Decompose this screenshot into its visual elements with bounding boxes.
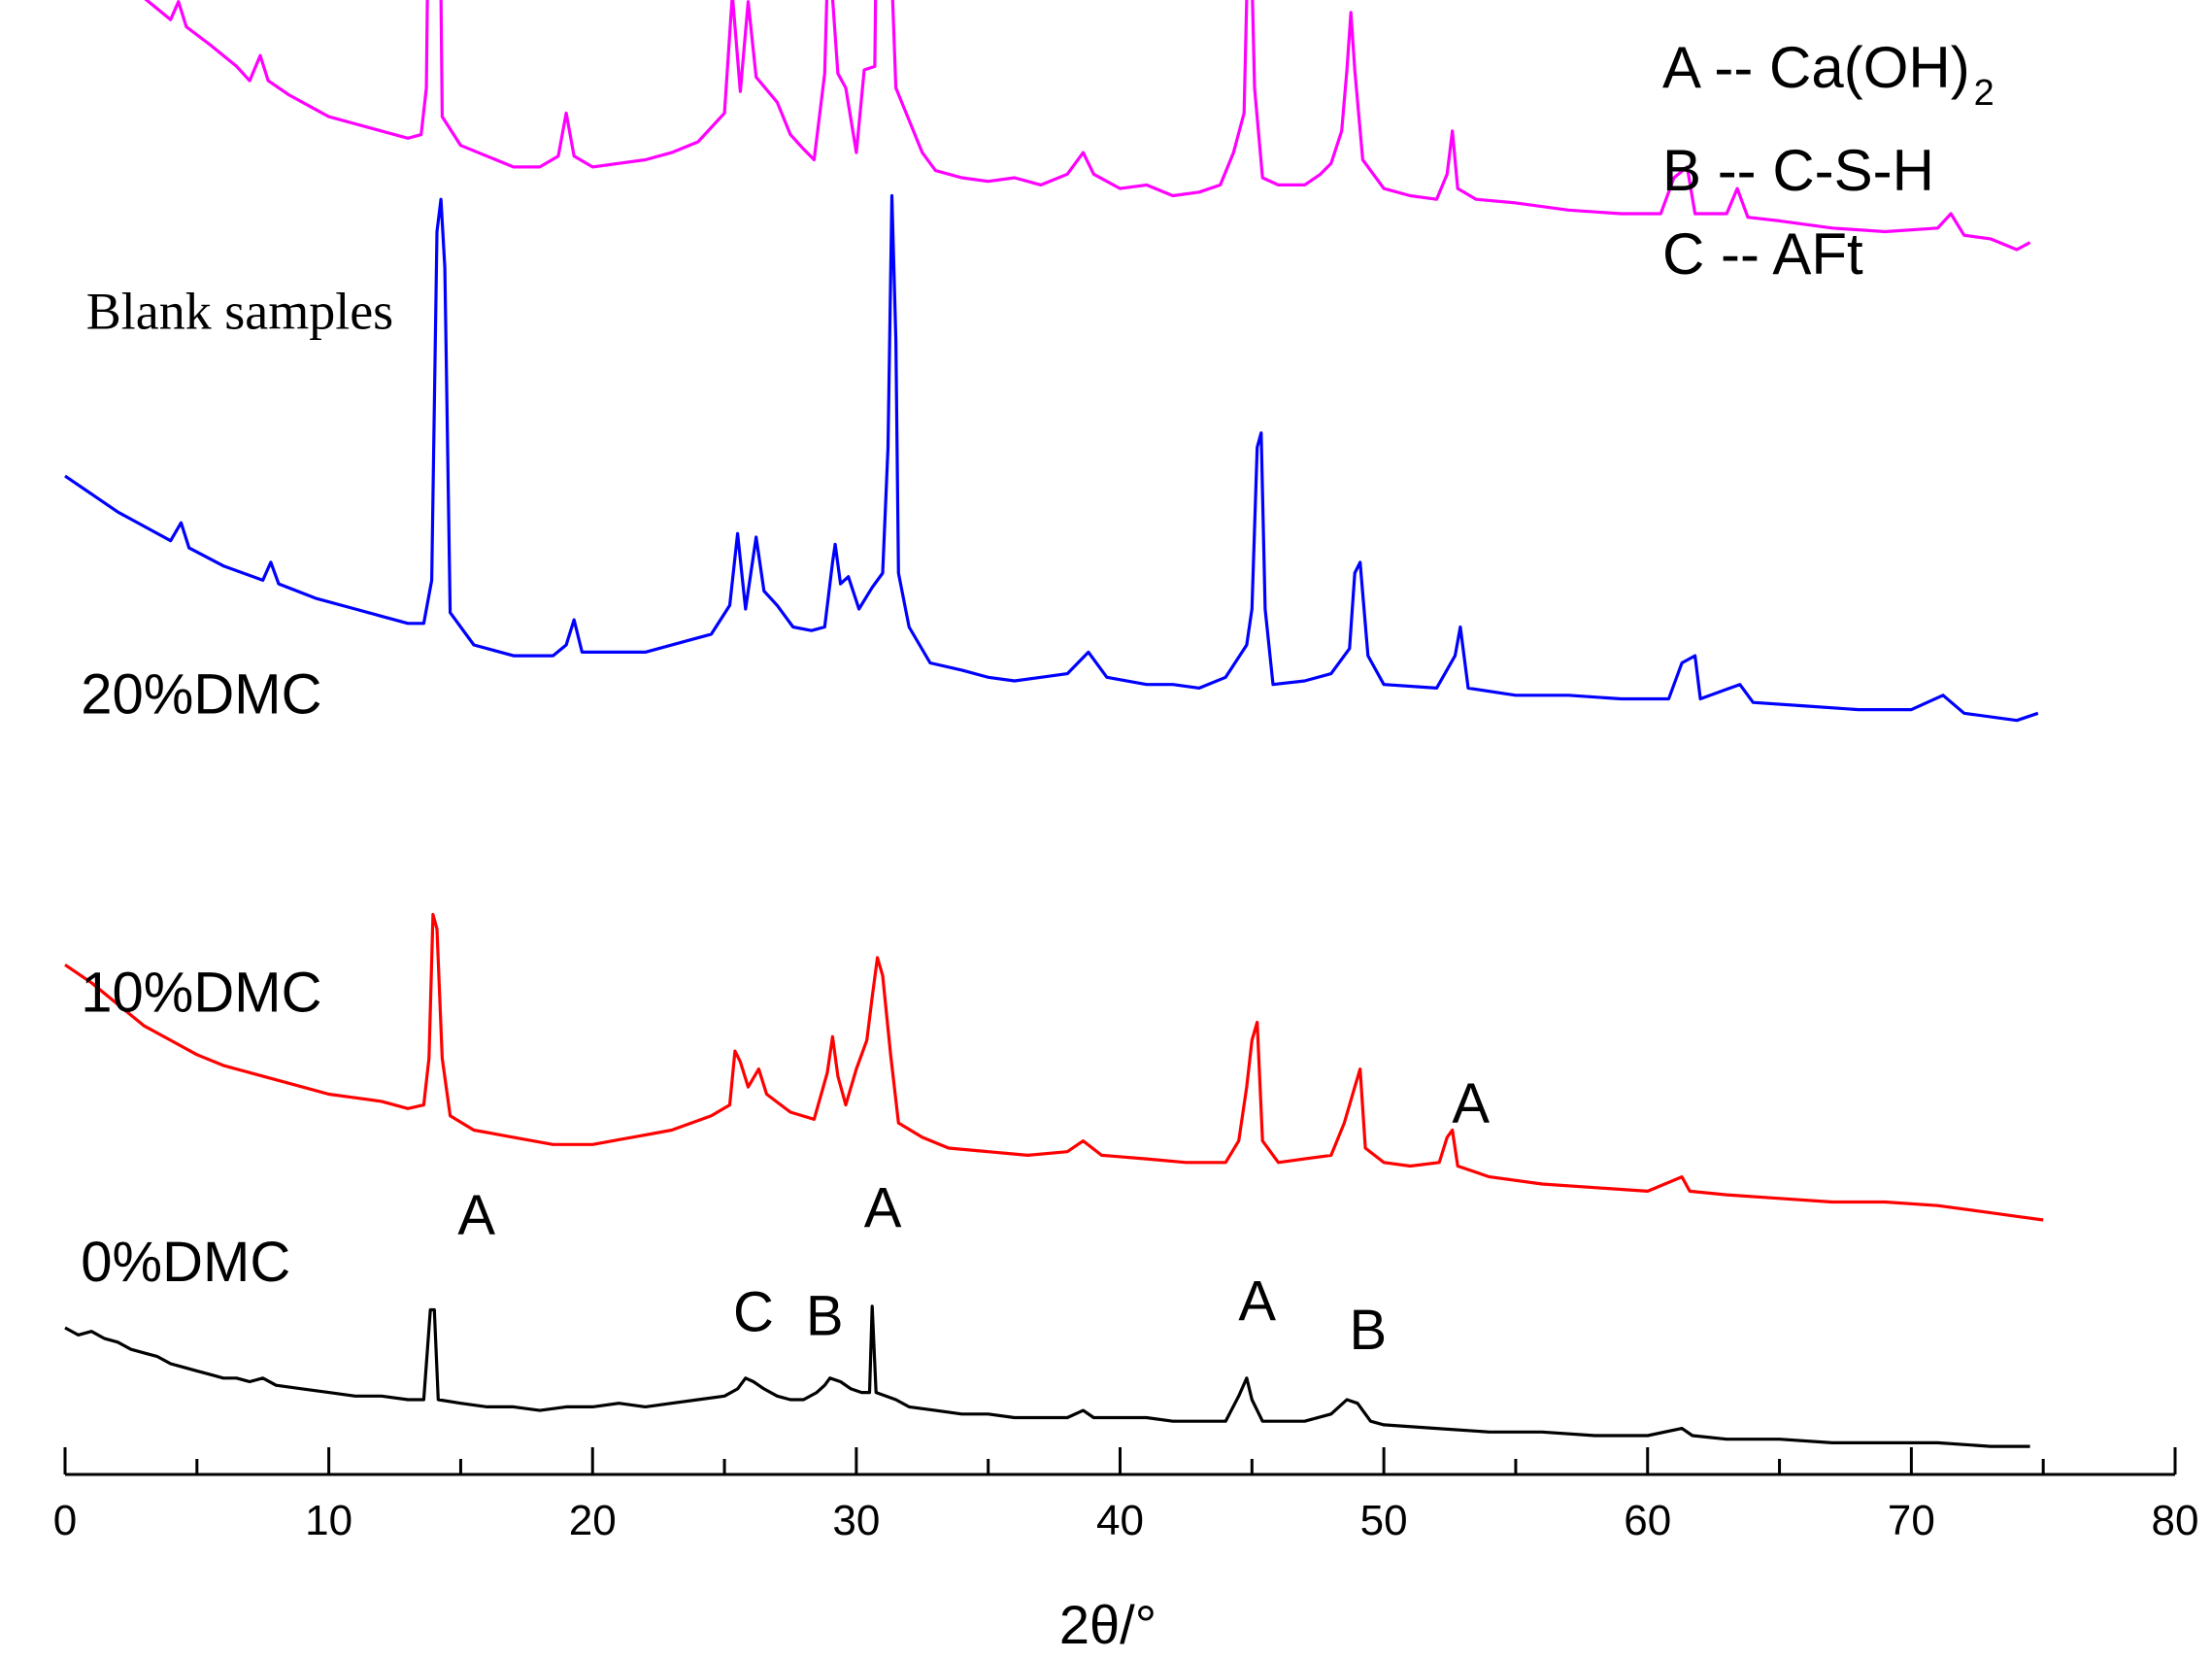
legend-entry-2: C -- AFt	[1662, 221, 1863, 287]
series-label-0: Blank samples	[86, 282, 393, 340]
peak-annotation-3: C	[733, 1281, 774, 1344]
x-tick-label: 0	[53, 1497, 77, 1544]
x-tick-label: 20	[569, 1497, 617, 1544]
peak-annotation-4: B	[806, 1284, 844, 1347]
x-tick-label: 60	[1624, 1497, 1671, 1544]
series-label-2: 10%DMC	[81, 961, 321, 1024]
series-label-3: 0%DMC	[81, 1231, 290, 1294]
peak-annotation-0: A	[457, 1184, 495, 1247]
legend-entry-0: A -- Ca(OH) 2	[1662, 35, 1994, 114]
legend-entry-1: B -- C-S-H	[1662, 138, 1934, 203]
series-layer	[64, 0, 2044, 1448]
series-label-1: 20%DMC	[81, 662, 321, 726]
x-tick-label: 30	[832, 1497, 880, 1544]
x-tick-label: 40	[1096, 1497, 1144, 1544]
x-tick-label: 80	[2152, 1497, 2199, 1544]
x-tick-label: 70	[1888, 1497, 1935, 1544]
peak-annotation-2: A	[1452, 1072, 1490, 1135]
legend: A -- Ca(OH) 2 B -- C-S-H C -- AFt	[1662, 35, 1994, 287]
series-line-1	[64, 193, 2039, 723]
series-labels: Blank samples 20%DMC 10%DMC 0%DMC	[81, 282, 393, 1294]
peak-annotations: A AAC B A B	[457, 1072, 1490, 1362]
peak-annotation-6: B	[1349, 1299, 1387, 1362]
peak-annotation-1: A	[864, 1176, 902, 1239]
x-tick-label: 10	[305, 1497, 352, 1544]
series-line-3	[64, 1304, 2030, 1448]
x-tick-label: 50	[1360, 1497, 1408, 1544]
x-axis-label: 2θ/°	[1059, 1594, 1156, 1655]
series-line-0	[144, 0, 2031, 252]
peak-annotation-5: A	[1238, 1270, 1276, 1334]
series-line-2	[64, 912, 2044, 1222]
x-axis: 0 10 20 30 40 50 60 70 80	[53, 1447, 2199, 1544]
